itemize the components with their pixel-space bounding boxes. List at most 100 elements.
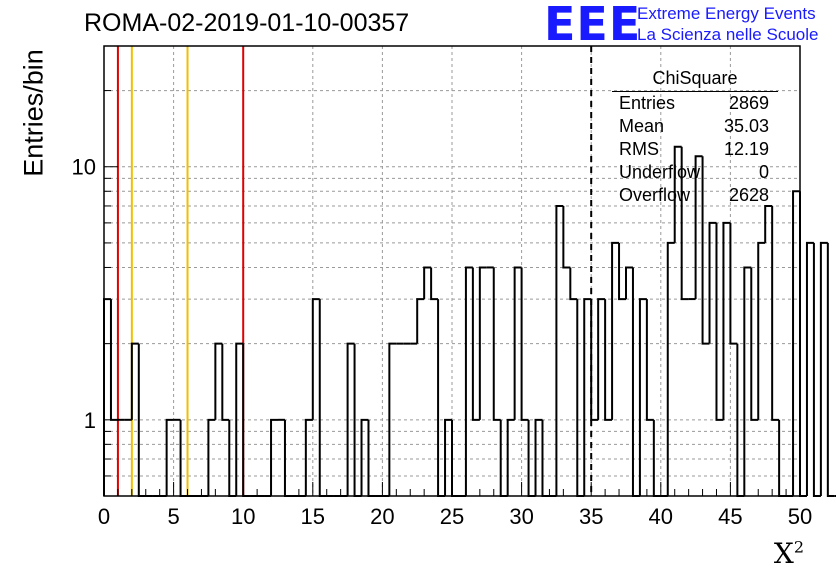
stats-box: ChiSquare Entries 2869 Mean 35.03 RMS 12… bbox=[612, 68, 778, 205]
histogram-bin bbox=[214, 342, 223, 420]
logo-line-1: Extreme Energy Events bbox=[637, 4, 816, 23]
stats-title: ChiSquare bbox=[652, 68, 738, 88]
histogram-bin bbox=[750, 267, 759, 421]
histogram-bin bbox=[604, 299, 613, 421]
stats-value: 35.03 bbox=[723, 116, 769, 136]
x-tick-label: 20 bbox=[370, 504, 394, 529]
axis-ticks bbox=[103, 45, 801, 497]
histogram-bin bbox=[792, 190, 800, 496]
histogram-bin bbox=[534, 418, 543, 496]
x-axis-label-base: X bbox=[773, 537, 794, 570]
y-axis-label: Entries/bin bbox=[18, 49, 49, 177]
x-tick-label: 0 bbox=[98, 504, 110, 529]
histogram-bin bbox=[109, 299, 118, 421]
histogram-bin bbox=[583, 298, 592, 496]
histogram-bin bbox=[708, 221, 717, 344]
histogram-bin bbox=[492, 267, 501, 421]
histogram-bin bbox=[701, 156, 710, 345]
histogram-bin bbox=[520, 267, 529, 421]
stats-divider bbox=[612, 91, 778, 92]
stats-key: RMS bbox=[619, 139, 659, 159]
histogram-bin bbox=[555, 204, 564, 496]
histogram-bin bbox=[304, 418, 313, 496]
histogram-bin bbox=[318, 299, 327, 497]
histogram-bin bbox=[423, 266, 432, 300]
stats-row-entries: Entries 2869 bbox=[619, 93, 769, 115]
histogram-bin bbox=[597, 298, 606, 420]
histogram-bin bbox=[625, 266, 633, 300]
histogram-bin bbox=[235, 342, 244, 496]
x-tick-label: 45 bbox=[718, 504, 742, 529]
stats-row-rms: RMS 12.19 bbox=[619, 139, 769, 161]
histogram-bin bbox=[722, 221, 731, 420]
histogram-bin bbox=[743, 266, 752, 496]
run-title: ROMA-02-2019-01-10-00357 bbox=[84, 9, 410, 37]
stats-value: 2869 bbox=[728, 93, 769, 113]
histogram-bin bbox=[826, 242, 835, 497]
histogram-series bbox=[103, 145, 836, 497]
histogram-bin bbox=[764, 204, 773, 243]
stats-key: Mean bbox=[619, 116, 665, 136]
stats-value: 2628 bbox=[728, 185, 769, 205]
eee-logo: EEE Extreme Energy Events La Scienza nel… bbox=[544, 1, 834, 47]
histogram-bin bbox=[130, 342, 139, 420]
histogram-bin bbox=[590, 299, 599, 421]
histogram-bin bbox=[471, 267, 480, 421]
histogram-bin bbox=[444, 418, 452, 496]
stats-row-overflow: Overflow 2628 bbox=[619, 185, 769, 207]
x-tick-label: 10 bbox=[231, 504, 255, 529]
histogram-bin bbox=[437, 299, 446, 497]
histogram-bin bbox=[611, 241, 620, 420]
histogram-bin bbox=[270, 418, 278, 496]
stats-key: Overflow bbox=[619, 185, 691, 205]
logo-line-2: La Scienza nelle Scuole bbox=[637, 25, 819, 44]
histogram-bin bbox=[805, 241, 814, 496]
histogram-bin bbox=[221, 343, 230, 421]
histogram-bin bbox=[562, 205, 571, 269]
x-tick-label: 40 bbox=[649, 504, 673, 529]
histogram-bin bbox=[576, 299, 585, 497]
histogram-bin bbox=[715, 222, 724, 421]
histogram-bin bbox=[430, 267, 439, 301]
histogram-bin bbox=[638, 298, 647, 496]
stats-value: 0 bbox=[758, 162, 769, 182]
histogram-bin bbox=[771, 205, 780, 421]
x-tick-label: 5 bbox=[167, 504, 179, 529]
histogram-bin bbox=[569, 267, 578, 301]
histogram-bin bbox=[311, 298, 320, 420]
histogram-bin bbox=[464, 266, 473, 496]
x-axis-label: X2 bbox=[774, 537, 804, 570]
histogram-bin bbox=[757, 241, 766, 420]
histogram-bin bbox=[694, 155, 703, 300]
histogram-bin bbox=[388, 342, 397, 496]
x-tick-label: 50 bbox=[788, 504, 812, 529]
histogram-bin bbox=[631, 267, 640, 497]
histogram-bin bbox=[799, 191, 807, 497]
histogram-bin bbox=[666, 241, 675, 496]
histogram-bin bbox=[513, 266, 522, 420]
histogram-bin bbox=[416, 298, 425, 344]
tick-labels: 0 5 10 15 20 25 30 35 40 45 50 1 10 bbox=[72, 155, 813, 529]
x-tick-label: 30 bbox=[509, 504, 533, 529]
histogram-bin bbox=[729, 222, 738, 345]
histogram-bin bbox=[346, 342, 355, 496]
histogram-bin bbox=[618, 242, 626, 301]
stats-row-underflow: Underflow 0 bbox=[619, 162, 769, 184]
histogram-bin bbox=[360, 418, 369, 496]
histogram-bin bbox=[812, 242, 821, 497]
histogram-bin bbox=[165, 418, 174, 496]
stats-row-mean: Mean 35.03 bbox=[619, 116, 769, 138]
x-tick-label: 25 bbox=[440, 504, 464, 529]
histogram-bin bbox=[680, 146, 689, 301]
x-tick-label: 35 bbox=[579, 504, 603, 529]
histogram-bin bbox=[819, 241, 828, 496]
histogram-bin bbox=[478, 266, 487, 420]
x-axis-label-exponent: 2 bbox=[793, 537, 804, 557]
histogram-bin bbox=[506, 418, 515, 496]
stats-key: Entries bbox=[619, 93, 676, 113]
stats-value: 12.19 bbox=[723, 139, 769, 159]
logo-mark: EEE bbox=[544, 0, 642, 51]
histogram-bin bbox=[673, 145, 682, 243]
x-tick-label: 15 bbox=[301, 504, 325, 529]
